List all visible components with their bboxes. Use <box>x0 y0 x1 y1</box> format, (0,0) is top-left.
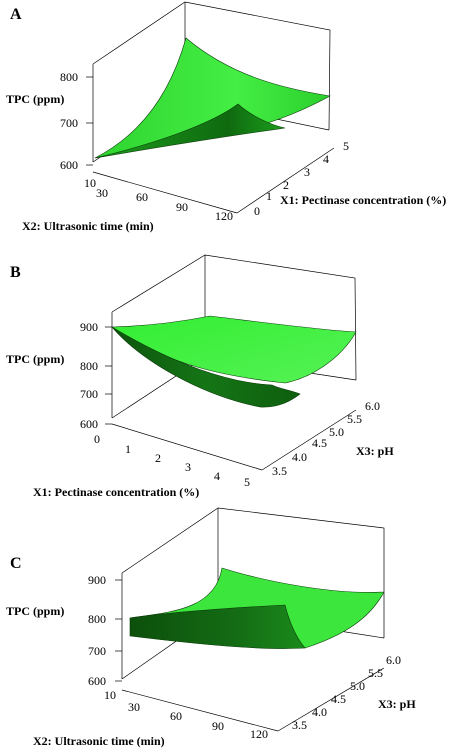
panel-a-z-tick-800: 800 <box>60 70 78 84</box>
panel-b-x-tick-1: 1 <box>125 442 131 456</box>
panel-a: A 800 700 600 TPC (ppm) 10 30 60 90 120 <box>6 1 446 233</box>
panel-b-x-tick-5: 5 <box>244 475 250 489</box>
panel-c-y-ticks: 3.5 4.0 4.5 5.0 5.5 6.0 <box>292 653 401 732</box>
panel-a-z-label: TPC (ppm) <box>6 92 64 106</box>
panel-a-z-tick-700: 700 <box>60 116 78 130</box>
panel-b-z-ticks: 900 800 700 600 <box>80 320 112 431</box>
panel-b-box-base-left <box>111 356 206 419</box>
panel-c-y-label: X3: pH <box>378 697 416 711</box>
panel-c-y-tick-4.5: 4.5 <box>331 692 346 706</box>
panel-b-y-ticks: 3.5 4.0 4.5 5.0 5.5 6.0 <box>272 399 380 478</box>
panel-b-z-tick-900: 900 <box>80 320 98 334</box>
panel-a-y-tick-5: 5 <box>343 139 349 153</box>
panel-b-z-tick-700: 700 <box>80 387 98 401</box>
panel-a-axis-x <box>92 171 238 214</box>
panel-b-x-label: X1: Pectinase concentration (%) <box>33 485 199 499</box>
panel-a-x-ticks: 10 30 60 90 120 <box>84 176 233 223</box>
panel-b-y-tick-5.0: 5.0 <box>329 425 344 439</box>
panel-c-axis-x <box>121 689 279 732</box>
panel-a-y-ticks: 0 1 2 3 4 5 <box>254 139 349 218</box>
panel-b-y-tick-4.5: 4.5 <box>312 436 327 450</box>
panel-a-axis-y <box>236 147 335 214</box>
panel-b-z-tick-600: 600 <box>80 417 98 431</box>
panel-c-x-tick-60: 60 <box>170 709 182 723</box>
panel-b-x-tick-3: 3 <box>185 460 191 474</box>
panel-b-y-tick-3.5: 3.5 <box>272 464 287 478</box>
panel-c-box-back <box>121 507 385 638</box>
panel-c-z-tick-700: 700 <box>88 644 106 658</box>
panel-c-y-tick-3.5: 3.5 <box>292 718 307 732</box>
panel-a-x-tick-60: 60 <box>136 190 148 204</box>
panel-c-z-tick-900: 900 <box>88 573 106 587</box>
panel-c-z-tick-800: 800 <box>88 612 106 626</box>
panel-c-y-tick-4.0: 4.0 <box>312 705 327 719</box>
panel-b-z-tick-800: 800 <box>80 359 98 373</box>
panel-b-y-tick-6.0: 6.0 <box>365 399 380 413</box>
panel-c-x-ticks: 10 30 60 90 120 <box>104 688 268 741</box>
panel-a-label: A <box>10 6 22 23</box>
panel-a-x-label: X2: Ultrasonic time (min) <box>22 219 154 233</box>
panel-a-y-tick-4: 4 <box>323 152 329 166</box>
panel-b-x-tick-4: 4 <box>214 469 220 483</box>
panel-a-surface <box>94 37 331 159</box>
panel-b-y-tick-5.5: 5.5 <box>347 412 362 426</box>
panel-a-box-back <box>92 1 331 131</box>
panel-b-x-ticks: 0 1 2 3 4 5 <box>94 432 250 489</box>
panel-c-label: C <box>10 555 22 572</box>
panel-a-z-ticks: 800 700 600 <box>60 70 93 172</box>
panel-c: C 900 800 700 600 TPC (ppm) 10 30 60 90 … <box>6 507 416 748</box>
panel-b-z-label: TPC (ppm) <box>6 352 64 366</box>
panel-c-y-tick-6.0: 6.0 <box>386 653 401 667</box>
panel-b: B 900 800 700 600 TPC (ppm) 0 1 2 3 4 5 <box>6 254 394 499</box>
panel-b-box-back <box>111 254 357 381</box>
panel-a-x-tick-120: 120 <box>215 209 233 223</box>
panel-b-surface-front <box>111 326 301 408</box>
panel-c-axis-y <box>277 667 385 732</box>
panel-c-surface-front <box>129 604 306 649</box>
panel-b-y-tick-4.0: 4.0 <box>292 450 307 464</box>
panel-c-z-ticks: 900 800 700 600 <box>88 573 122 688</box>
panel-a-x-tick-30: 30 <box>96 186 108 200</box>
panel-c-x-tick-30: 30 <box>128 700 140 714</box>
panel-c-x-label: X2: Ultrasonic time (min) <box>33 734 165 748</box>
panel-a-y-tick-0: 0 <box>254 204 260 218</box>
panel-b-label: B <box>10 264 21 281</box>
panel-a-surface-front <box>94 103 286 159</box>
panel-c-z-tick-600: 600 <box>88 674 106 688</box>
panel-b-x-tick-2: 2 <box>155 451 161 465</box>
panel-c-y-tick-5.5: 5.5 <box>368 666 383 680</box>
panel-a-y-tick-3: 3 <box>304 165 310 179</box>
panel-b-axis-x <box>111 423 263 471</box>
panel-b-surface <box>111 315 357 384</box>
panel-c-x-tick-10: 10 <box>104 688 116 702</box>
panel-a-y-tick-2: 2 <box>283 178 289 192</box>
panel-a-x-tick-10: 10 <box>84 176 96 190</box>
panel-c-x-tick-120: 120 <box>250 727 268 741</box>
panel-c-x-tick-90: 90 <box>212 719 224 733</box>
panel-b-axis-y <box>261 409 357 471</box>
panel-a-y-label: X1: Pectinase concentration (%) <box>280 193 446 207</box>
panel-a-x-tick-90: 90 <box>176 200 188 214</box>
panel-a-y-tick-1: 1 <box>266 189 272 203</box>
panel-b-x-tick-0: 0 <box>94 432 100 446</box>
panel-a-z-tick-600: 600 <box>60 158 78 172</box>
panel-b-y-label: X3: pH <box>356 444 394 458</box>
panel-c-z-label: TPC (ppm) <box>6 604 64 618</box>
panel-c-y-tick-5.0: 5.0 <box>350 679 365 693</box>
